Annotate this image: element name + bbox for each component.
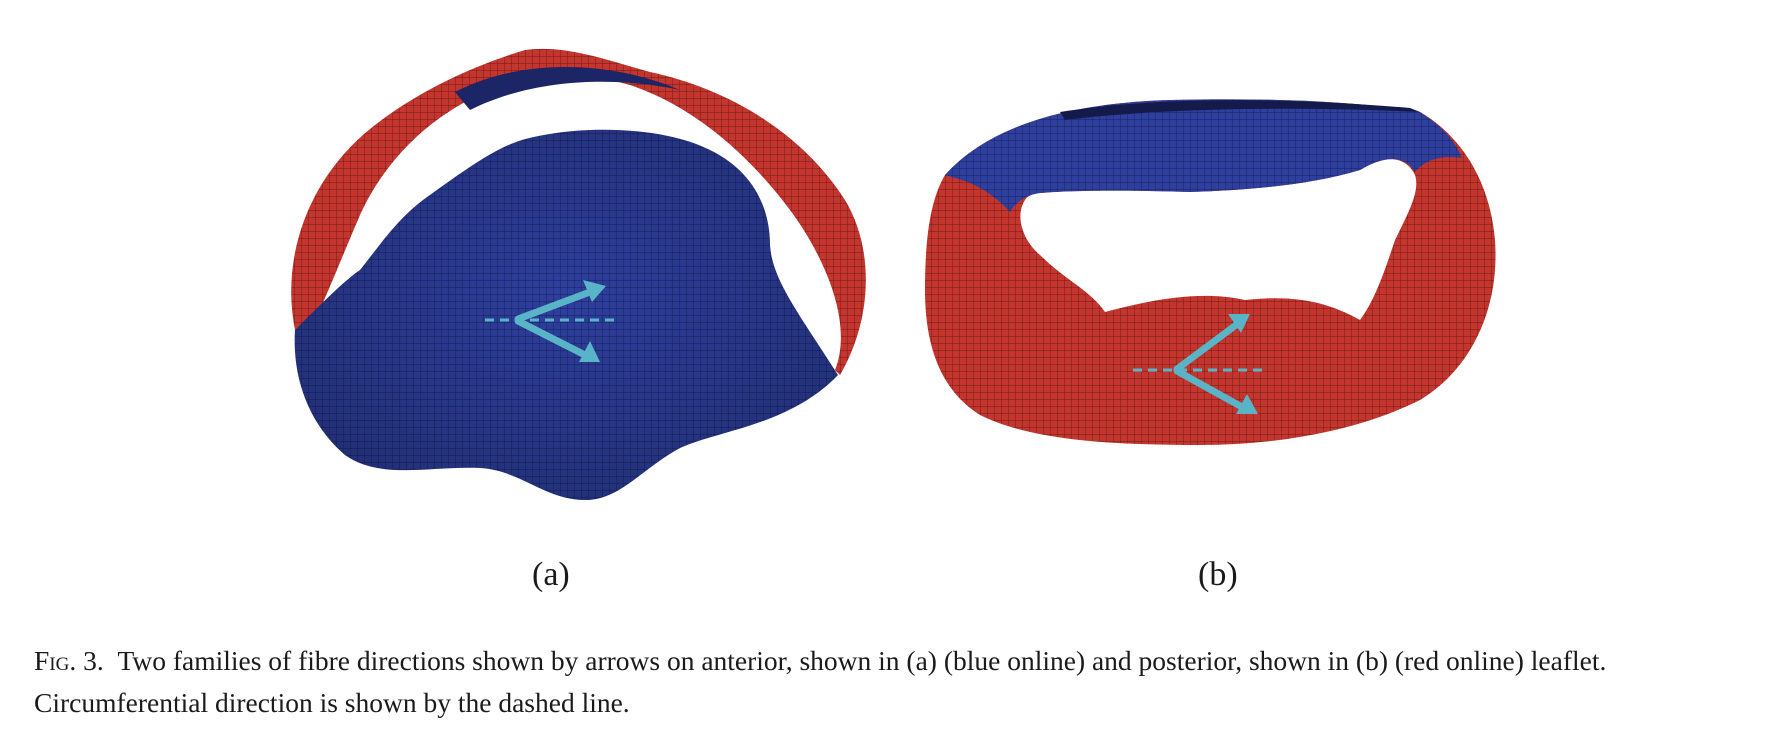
panel-b-fibre-arrows [1173,314,1258,414]
caption-text: Two families of fibre directions shown b… [34,645,1607,718]
caption-fig-number: . 3. [69,645,104,676]
figure-caption: Fig. 3. Two families of fibre directions… [34,640,1754,724]
panel-a-label: (a) [532,556,570,593]
panel-a-fibre-arrows [514,280,606,362]
panel-b-ring-dark-edge [1060,100,1420,120]
panel-a-ring-dark-band [455,67,680,110]
caption-fig-label: Fig [34,645,70,676]
panel-b-label: (b) [1198,556,1238,593]
panel-b-posterior-leaflet [925,99,1496,445]
panel-a-leaflet-shading [294,129,838,500]
panel-a-anterior-leaflet [291,48,866,500]
figure-illustration [291,48,1496,500]
panel-a-annulus-ring [291,48,866,375]
panel-b-ring-blue-band [945,99,1462,212]
